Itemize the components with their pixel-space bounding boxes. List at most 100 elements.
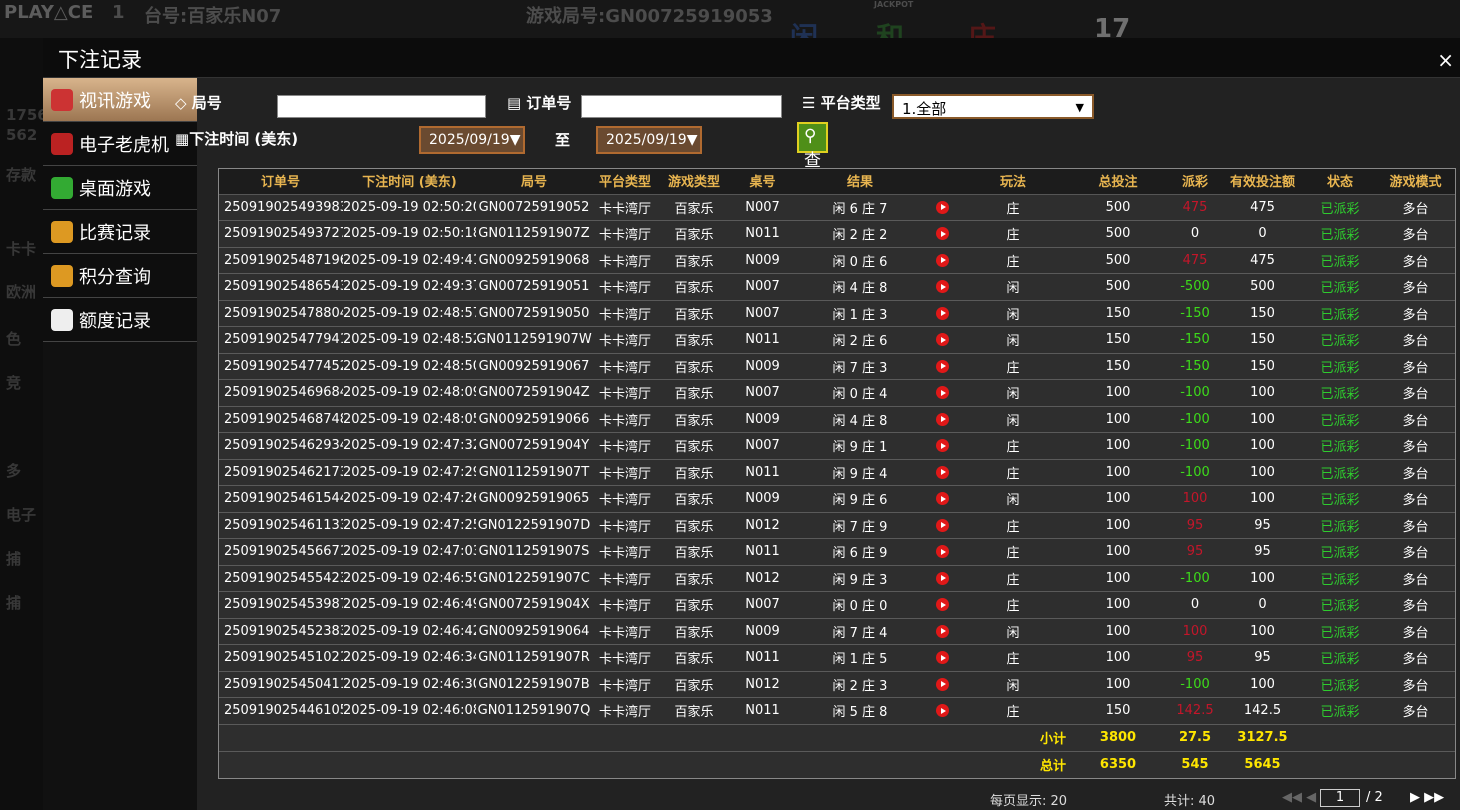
cell: 多台 <box>1375 273 1456 301</box>
cell: GN0112591907W <box>476 326 592 354</box>
replay-icon[interactable] <box>936 518 949 532</box>
close-button[interactable]: × <box>1437 48 1454 72</box>
cell: 250919025468748 <box>218 406 343 433</box>
cell: 已派彩 <box>1305 565 1375 592</box>
cell: 100 <box>1066 644 1170 672</box>
sidebar-icon <box>51 132 73 155</box>
replay-cell <box>925 459 960 486</box>
cell: 已派彩 <box>1305 326 1375 354</box>
cell: 卡卡湾厅 <box>592 326 658 354</box>
search-button[interactable]: ⚲查询 <box>797 122 828 196</box>
cell: 闲 <box>960 406 1066 433</box>
cell: 95 <box>1170 512 1220 539</box>
cell: N009 <box>730 353 795 380</box>
round-input[interactable] <box>277 95 486 118</box>
page-input[interactable]: 1 <box>1320 789 1360 807</box>
replay-icon[interactable] <box>936 306 949 320</box>
column-header: 结果 <box>795 168 925 195</box>
replay-icon[interactable] <box>936 465 949 479</box>
sidebar-icon <box>51 88 73 111</box>
cell: 150 <box>1066 300 1170 327</box>
cell: 已派彩 <box>1305 644 1375 672</box>
replay-icon[interactable] <box>936 492 949 506</box>
replay-icon[interactable] <box>936 200 949 214</box>
cell: GN00925919064 <box>476 618 592 645</box>
sidebar-item[interactable]: 桌面游戏 <box>43 166 197 210</box>
replay-icon[interactable] <box>936 677 949 691</box>
cell: 卡卡湾厅 <box>592 512 658 539</box>
replay-icon[interactable] <box>936 333 949 347</box>
replay-icon[interactable] <box>936 598 949 612</box>
replay-icon[interactable] <box>936 624 949 638</box>
sidebar-item[interactable]: 视讯游戏 <box>43 78 197 122</box>
cell: -100 <box>1170 459 1220 486</box>
cell: -100 <box>1170 406 1220 433</box>
sidebar-item[interactable]: 电子老虎机 <box>43 122 197 166</box>
cell: N012 <box>730 671 795 698</box>
cell: 已派彩 <box>1305 671 1375 698</box>
cell: 庄 <box>960 538 1066 566</box>
cell: 卡卡湾厅 <box>592 247 658 274</box>
cell: 100 <box>1066 485 1170 513</box>
replay-icon[interactable] <box>936 651 949 665</box>
replay-icon[interactable] <box>936 386 949 400</box>
header-row: 订单号 下注时间 (美东) 局号 平台类型 游戏类型 桌号 结果 玩法 总投注 派彩 有效投注额 状态… <box>218 168 1456 195</box>
date-from[interactable]: 2025/09/19▼ <box>419 126 525 154</box>
cell: 百家乐 <box>658 379 730 407</box>
column-header: 下注时间 (美东) <box>343 168 476 195</box>
background-text: 捕 <box>6 594 22 612</box>
cell: 已派彩 <box>1305 432 1375 460</box>
cell: N011 <box>730 697 795 725</box>
next-buttons[interactable]: ▶ ▶▶ <box>1410 790 1445 805</box>
cell: 250919025456671 <box>218 538 343 566</box>
replay-icon[interactable] <box>936 412 949 426</box>
cell: 475 <box>1220 194 1305 221</box>
replay-icon[interactable] <box>936 545 949 559</box>
replay-icon[interactable] <box>936 359 949 373</box>
column-header: 局号 <box>476 168 592 195</box>
platform-value: 1.全部 <box>902 100 947 118</box>
cell: 2025-09-19 02:48:57 <box>343 300 476 327</box>
replay-icon[interactable] <box>936 704 949 718</box>
cell: 已派彩 <box>1305 406 1375 433</box>
replay-icon[interactable] <box>936 439 949 453</box>
cell: 250919025446105 <box>218 697 343 725</box>
cell: GN00925919066 <box>476 406 592 433</box>
cell: 250919025450411 <box>218 671 343 698</box>
sidebar: 视讯游戏 电子老虎机 桌面游戏 比赛记录 积分查询 额度记录 <box>43 78 197 810</box>
replay-icon[interactable] <box>936 571 949 585</box>
cell: 150 <box>1066 353 1170 380</box>
cell: 卡卡湾厅 <box>592 459 658 486</box>
order-label-text: 订单号 <box>526 94 572 112</box>
round-id: 游戏局号:GN00725919053 <box>526 6 773 27</box>
cell: 95 <box>1220 512 1305 539</box>
cell: 庄 <box>960 644 1066 672</box>
sidebar-item[interactable]: 积分查询 <box>43 254 197 298</box>
platform-select[interactable]: 1.全部 ▼ <box>892 94 1094 119</box>
cell: 多台 <box>1375 671 1456 698</box>
cell: 闲 1 庄 3 <box>795 300 925 327</box>
sidebar-item[interactable]: 比赛记录 <box>43 210 197 254</box>
replay-icon[interactable] <box>936 253 949 267</box>
replay-icon[interactable] <box>936 227 949 241</box>
summary-spacer <box>1305 724 1456 752</box>
cell: 250919025478804 <box>218 300 343 327</box>
cell: 百家乐 <box>658 644 730 672</box>
order-input[interactable] <box>581 95 782 118</box>
column-header: 游戏模式 <box>1375 168 1456 195</box>
replay-icon[interactable] <box>936 280 949 294</box>
prev-buttons[interactable]: ◀◀ ◀ <box>1282 790 1317 805</box>
cell: N007 <box>730 300 795 327</box>
cell: 闲 7 庄 9 <box>795 512 925 539</box>
replay-cell <box>925 671 960 698</box>
date-to[interactable]: 2025/09/19▼ <box>596 126 702 154</box>
replay-cell <box>925 220 960 248</box>
cell: 闲 4 庄 8 <box>795 406 925 433</box>
sidebar-item[interactable]: 额度记录 <box>43 298 197 342</box>
cell: 多台 <box>1375 379 1456 407</box>
cell: N007 <box>730 432 795 460</box>
cell: 百家乐 <box>658 538 730 566</box>
cell: 250919025461544 <box>218 485 343 513</box>
replay-cell <box>925 618 960 645</box>
background-text: 竞 <box>6 374 22 392</box>
